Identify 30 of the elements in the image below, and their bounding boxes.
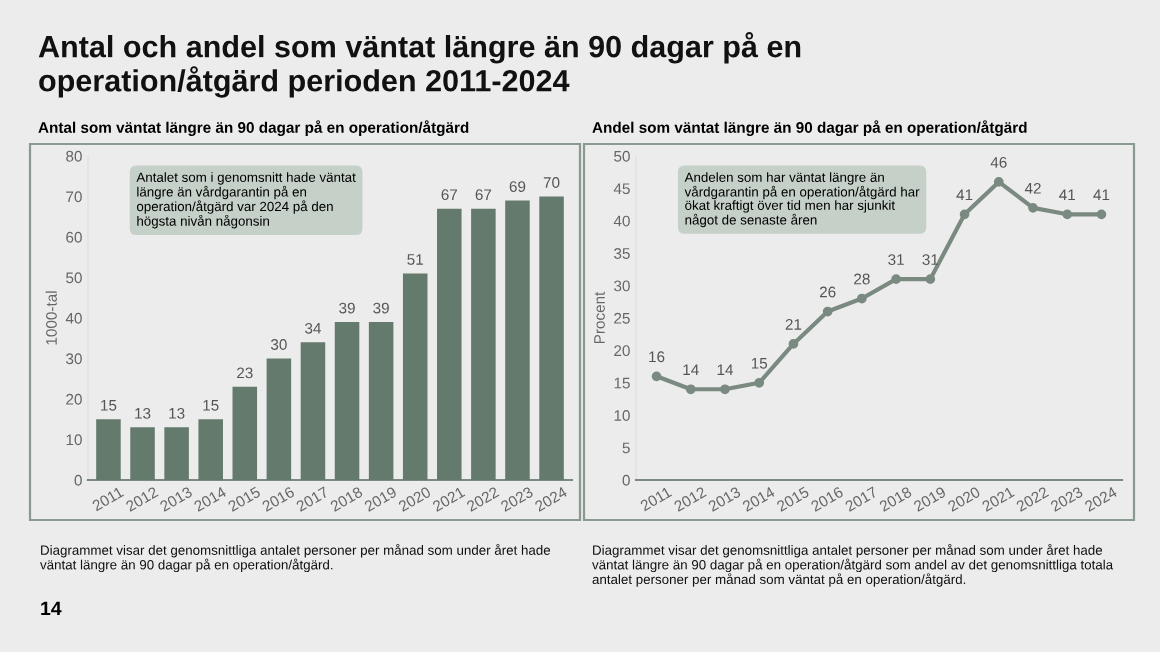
text: 14 bbox=[41, 601, 62, 616]
bar bbox=[266, 358, 292, 480]
point bbox=[891, 274, 901, 284]
point bbox=[685, 384, 696, 395]
bar bbox=[334, 322, 360, 480]
bar bbox=[96, 419, 121, 480]
bar bbox=[198, 419, 223, 480]
point bbox=[720, 384, 730, 395]
bar bbox=[300, 342, 326, 480]
chart-title: Antal och andel som väntat längre än 90 dagar på en operation/åtgärd perioden 2011-2024 bbox=[38, 32, 801, 98]
bar bbox=[232, 386, 258, 480]
bar bbox=[437, 208, 462, 480]
point bbox=[993, 177, 1004, 187]
bar bbox=[164, 427, 189, 480]
bar bbox=[368, 322, 394, 480]
point bbox=[788, 339, 799, 349]
point bbox=[1028, 202, 1038, 213]
point bbox=[959, 209, 970, 220]
bar bbox=[402, 273, 428, 480]
point bbox=[651, 371, 662, 382]
point bbox=[925, 274, 936, 284]
point bbox=[822, 306, 833, 317]
bar bbox=[130, 427, 155, 480]
point bbox=[1096, 209, 1107, 220]
point bbox=[857, 293, 867, 304]
bar bbox=[505, 200, 530, 480]
point bbox=[1062, 209, 1073, 220]
bar bbox=[471, 208, 496, 480]
point bbox=[754, 377, 765, 388]
bar bbox=[539, 196, 564, 480]
